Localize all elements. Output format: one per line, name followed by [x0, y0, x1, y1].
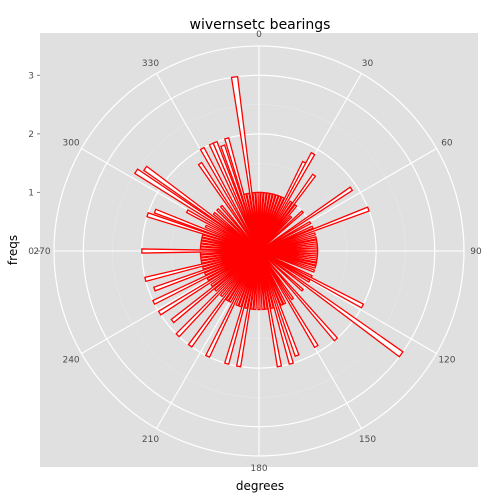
x-axis-label: degrees: [236, 479, 284, 493]
theta-tick-label: 60: [441, 139, 453, 149]
r-tick-label: 0: [28, 247, 34, 257]
theta-tick-label: 90: [470, 247, 482, 257]
r-tick-label: 1: [28, 188, 34, 198]
theta-tick-label: 30: [362, 59, 374, 69]
theta-tick-label: 180: [250, 464, 267, 474]
theta-tick-label: 270: [33, 247, 50, 257]
theta-tick-label: 120: [438, 356, 455, 366]
theta-tick-label: 150: [359, 435, 376, 445]
theta-tick-label: 300: [62, 139, 79, 149]
chart-title: wivernsetc bearings: [190, 17, 331, 33]
theta-tick-label: 240: [62, 356, 79, 366]
theta-tick-label: 210: [142, 435, 159, 445]
y-axis-label: freqs: [6, 235, 20, 265]
r-tick-label: 3: [28, 71, 34, 81]
theta-tick-label: 330: [142, 59, 159, 69]
r-tick-label: 2: [28, 130, 34, 140]
